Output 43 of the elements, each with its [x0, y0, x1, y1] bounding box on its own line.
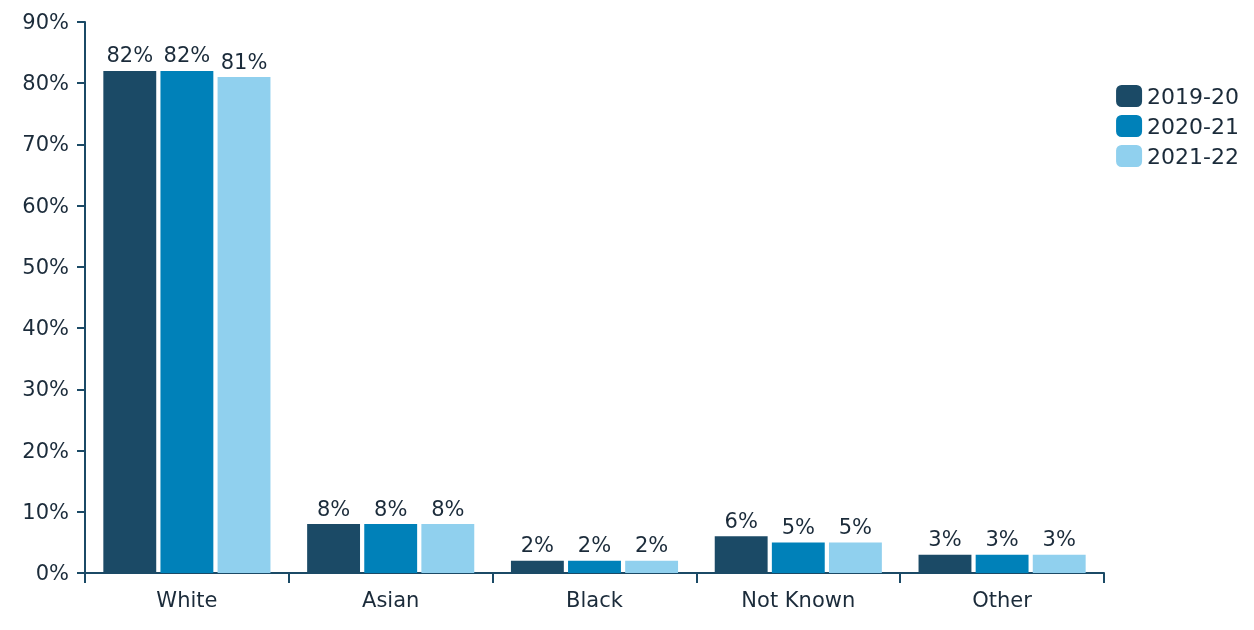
data-label: 8% — [316, 496, 351, 521]
data-label: 3% — [985, 527, 1019, 552]
data-label: 82% — [106, 43, 154, 68]
bar — [217, 77, 271, 573]
data-label: 3% — [928, 527, 962, 552]
y-tick-label: 60% — [22, 193, 69, 218]
y-tick-label: 70% — [22, 132, 69, 157]
bar — [771, 542, 825, 573]
y-tick-label: 40% — [22, 316, 69, 341]
y-tick-label: 50% — [22, 254, 69, 279]
legend-label: 2020-21 — [1147, 113, 1239, 139]
bar — [421, 524, 475, 573]
data-label: 2% — [520, 533, 555, 558]
data-label: 8% — [431, 496, 465, 521]
data-label: 3% — [1042, 527, 1076, 552]
bar — [568, 560, 621, 573]
x-tick-label: White — [156, 587, 218, 612]
data-label: 8% — [374, 496, 408, 521]
bar — [975, 554, 1029, 573]
bar — [364, 524, 418, 573]
data-label: 5% — [781, 514, 815, 539]
data-label: 5% — [838, 514, 873, 539]
y-tick-label: 0% — [35, 561, 69, 585]
x-tick-label: Asian — [362, 587, 420, 612]
y-tick-label: 10% — [22, 499, 69, 524]
x-tick-label: Not Known — [741, 587, 856, 612]
data-label: 82% — [163, 43, 211, 68]
x-tick-label: Black — [566, 587, 624, 612]
x-tick-label: Other — [972, 587, 1033, 612]
data-label: 81% — [220, 49, 268, 74]
data-label: 2% — [577, 533, 612, 558]
legend-label: 2021-22 — [1147, 143, 1239, 169]
legend-label: 2019-20 — [1147, 83, 1239, 109]
y-tick-label: 80% — [22, 71, 69, 96]
y-tick-label: 90% — [22, 10, 69, 34]
bar — [625, 560, 679, 573]
bar — [1032, 554, 1086, 573]
y-tick-label: 30% — [22, 377, 69, 402]
data-label: 6% — [724, 508, 758, 533]
data-label: 2% — [634, 533, 669, 558]
bar — [828, 542, 882, 573]
bar — [160, 70, 214, 573]
y-tick-label: 20% — [22, 438, 69, 463]
